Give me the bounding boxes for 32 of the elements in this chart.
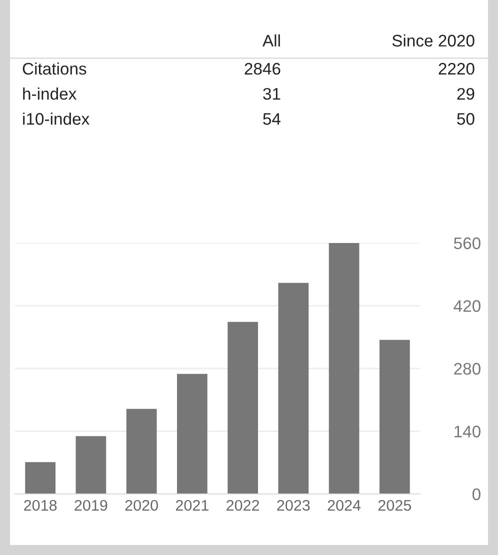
y-tick-label: 280	[454, 362, 480, 375]
category-label: All	[262, 34, 280, 46]
category-label: Since 2020	[392, 34, 474, 47]
text: 29	[457, 88, 474, 100]
bar	[25, 462, 56, 494]
x-tick-label: 2021	[176, 500, 208, 511]
category-label: Citations	[22, 62, 86, 75]
y-tick-label: 0	[472, 488, 480, 500]
y-tick-label: 560	[454, 237, 480, 250]
bar	[228, 322, 258, 494]
x-tick-label: 2020	[125, 500, 158, 511]
text: 54	[263, 113, 281, 125]
text: 2846	[244, 62, 280, 75]
y-tick-label: 420	[454, 300, 480, 312]
x-tick-label: 2018	[24, 500, 57, 511]
bar	[380, 340, 410, 494]
bar	[126, 408, 157, 494]
bar	[278, 282, 309, 494]
bar	[328, 243, 360, 494]
x-tick-label: 2024	[328, 500, 361, 511]
bar	[76, 436, 106, 494]
y-tick-label: 140	[454, 426, 480, 438]
x-tick-label: 2019	[74, 500, 108, 511]
x-tick-label: 2023	[277, 500, 310, 511]
bar	[177, 374, 208, 494]
category-label: i10-index	[23, 112, 90, 125]
text: 2220	[438, 62, 474, 75]
x-tick-label: 2022	[226, 500, 260, 511]
text: 31	[263, 88, 280, 100]
x-tick-label: 2025	[378, 500, 412, 511]
text: 50	[457, 113, 474, 125]
category-label: h-index	[23, 88, 76, 100]
